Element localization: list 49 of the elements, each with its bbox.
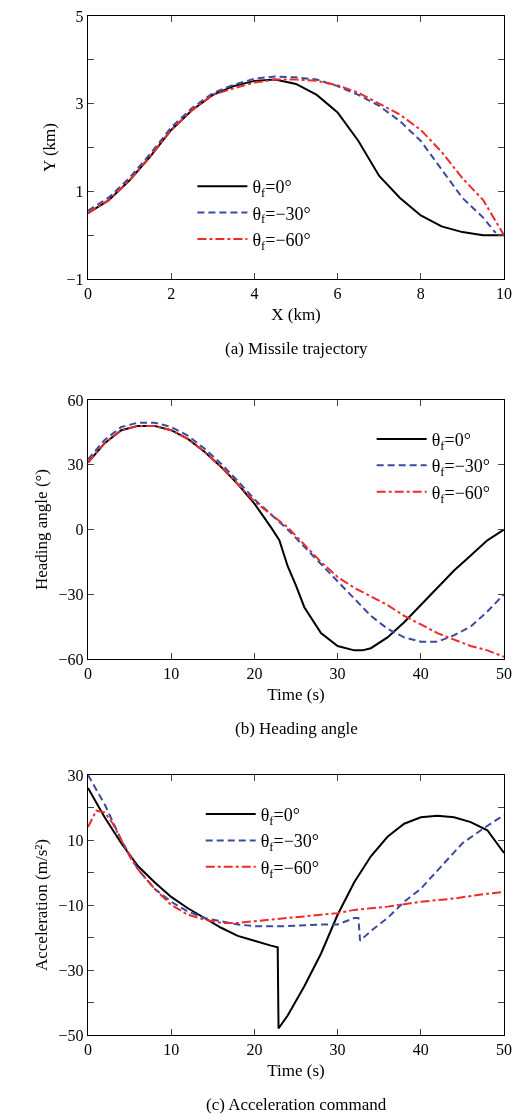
x-tick-label: 10 (496, 285, 512, 303)
y-tick-label: 10 (67, 831, 84, 849)
x-axis-title: Time (s) (267, 684, 325, 704)
y-axis-title: Heading angle (°) (32, 468, 52, 591)
y-tick-label: 1 (75, 182, 84, 200)
legend-label: θ$_{f}$=−60° (431, 482, 491, 506)
legend-label: θ$_{f}$=−60° (260, 857, 320, 881)
y-tick-label: −10 (58, 896, 84, 914)
x-tick-label: 50 (496, 665, 512, 683)
y-tick-label: 3 (75, 95, 84, 113)
y-axis-title: Acceleration (m/s²) (32, 838, 52, 972)
legend-label: θ$_{f}$=0° (260, 805, 300, 828)
legend-label: θ$_{f}$=−30° (252, 203, 311, 227)
legend-label: θ$_{f}$=0° (252, 177, 292, 200)
x-tick-label: 30 (329, 1041, 346, 1059)
text: (b) Heading angle (235, 719, 358, 738)
x-tick-label: 40 (412, 665, 429, 683)
legend-label: θ$_{f}$=−60° (252, 229, 311, 253)
x-tick-label: 20 (246, 665, 263, 683)
y-tick-label: −30 (58, 585, 84, 603)
line-series (88, 775, 504, 942)
x-tick-label: 10 (163, 1041, 180, 1059)
text: (c) Acceleration command (206, 1095, 387, 1114)
x-axis-title: Time (s) (267, 1060, 325, 1080)
text: (a) Missile trajectory (225, 339, 369, 358)
y-tick-label: −1 (66, 270, 84, 288)
y-tick-label: −50 (58, 1026, 84, 1044)
legend-label: θ$_{f}$=−30° (431, 456, 491, 480)
x-tick-label: 40 (412, 1041, 429, 1059)
y-tick-label: 5 (75, 7, 84, 25)
x-tick-label: 8 (416, 285, 425, 303)
y-tick-label: −30 (58, 961, 84, 979)
x-tick-label: 6 (333, 285, 342, 303)
y-tick-label: −60 (58, 650, 84, 668)
y-tick-label: 30 (67, 766, 84, 784)
x-tick-label: 2 (167, 285, 176, 303)
y-tick-label: 30 (67, 456, 84, 474)
x-tick-label: 50 (496, 1041, 512, 1059)
y-tick-label: 60 (67, 391, 84, 409)
y-tick-label: 0 (75, 521, 84, 539)
x-tick-label: 20 (246, 1041, 263, 1059)
y-axis-title: Y (km) (40, 123, 60, 172)
x-tick-label: 4 (250, 285, 259, 303)
x-axis-title: X (km) (271, 304, 321, 324)
legend-label: θ$_{f}$=0° (431, 429, 471, 453)
x-tick-label: 10 (163, 665, 180, 683)
line-series (88, 809, 504, 924)
x-tick-label: 30 (329, 665, 346, 683)
legend-label: θ$_{f}$=−30° (260, 831, 320, 855)
